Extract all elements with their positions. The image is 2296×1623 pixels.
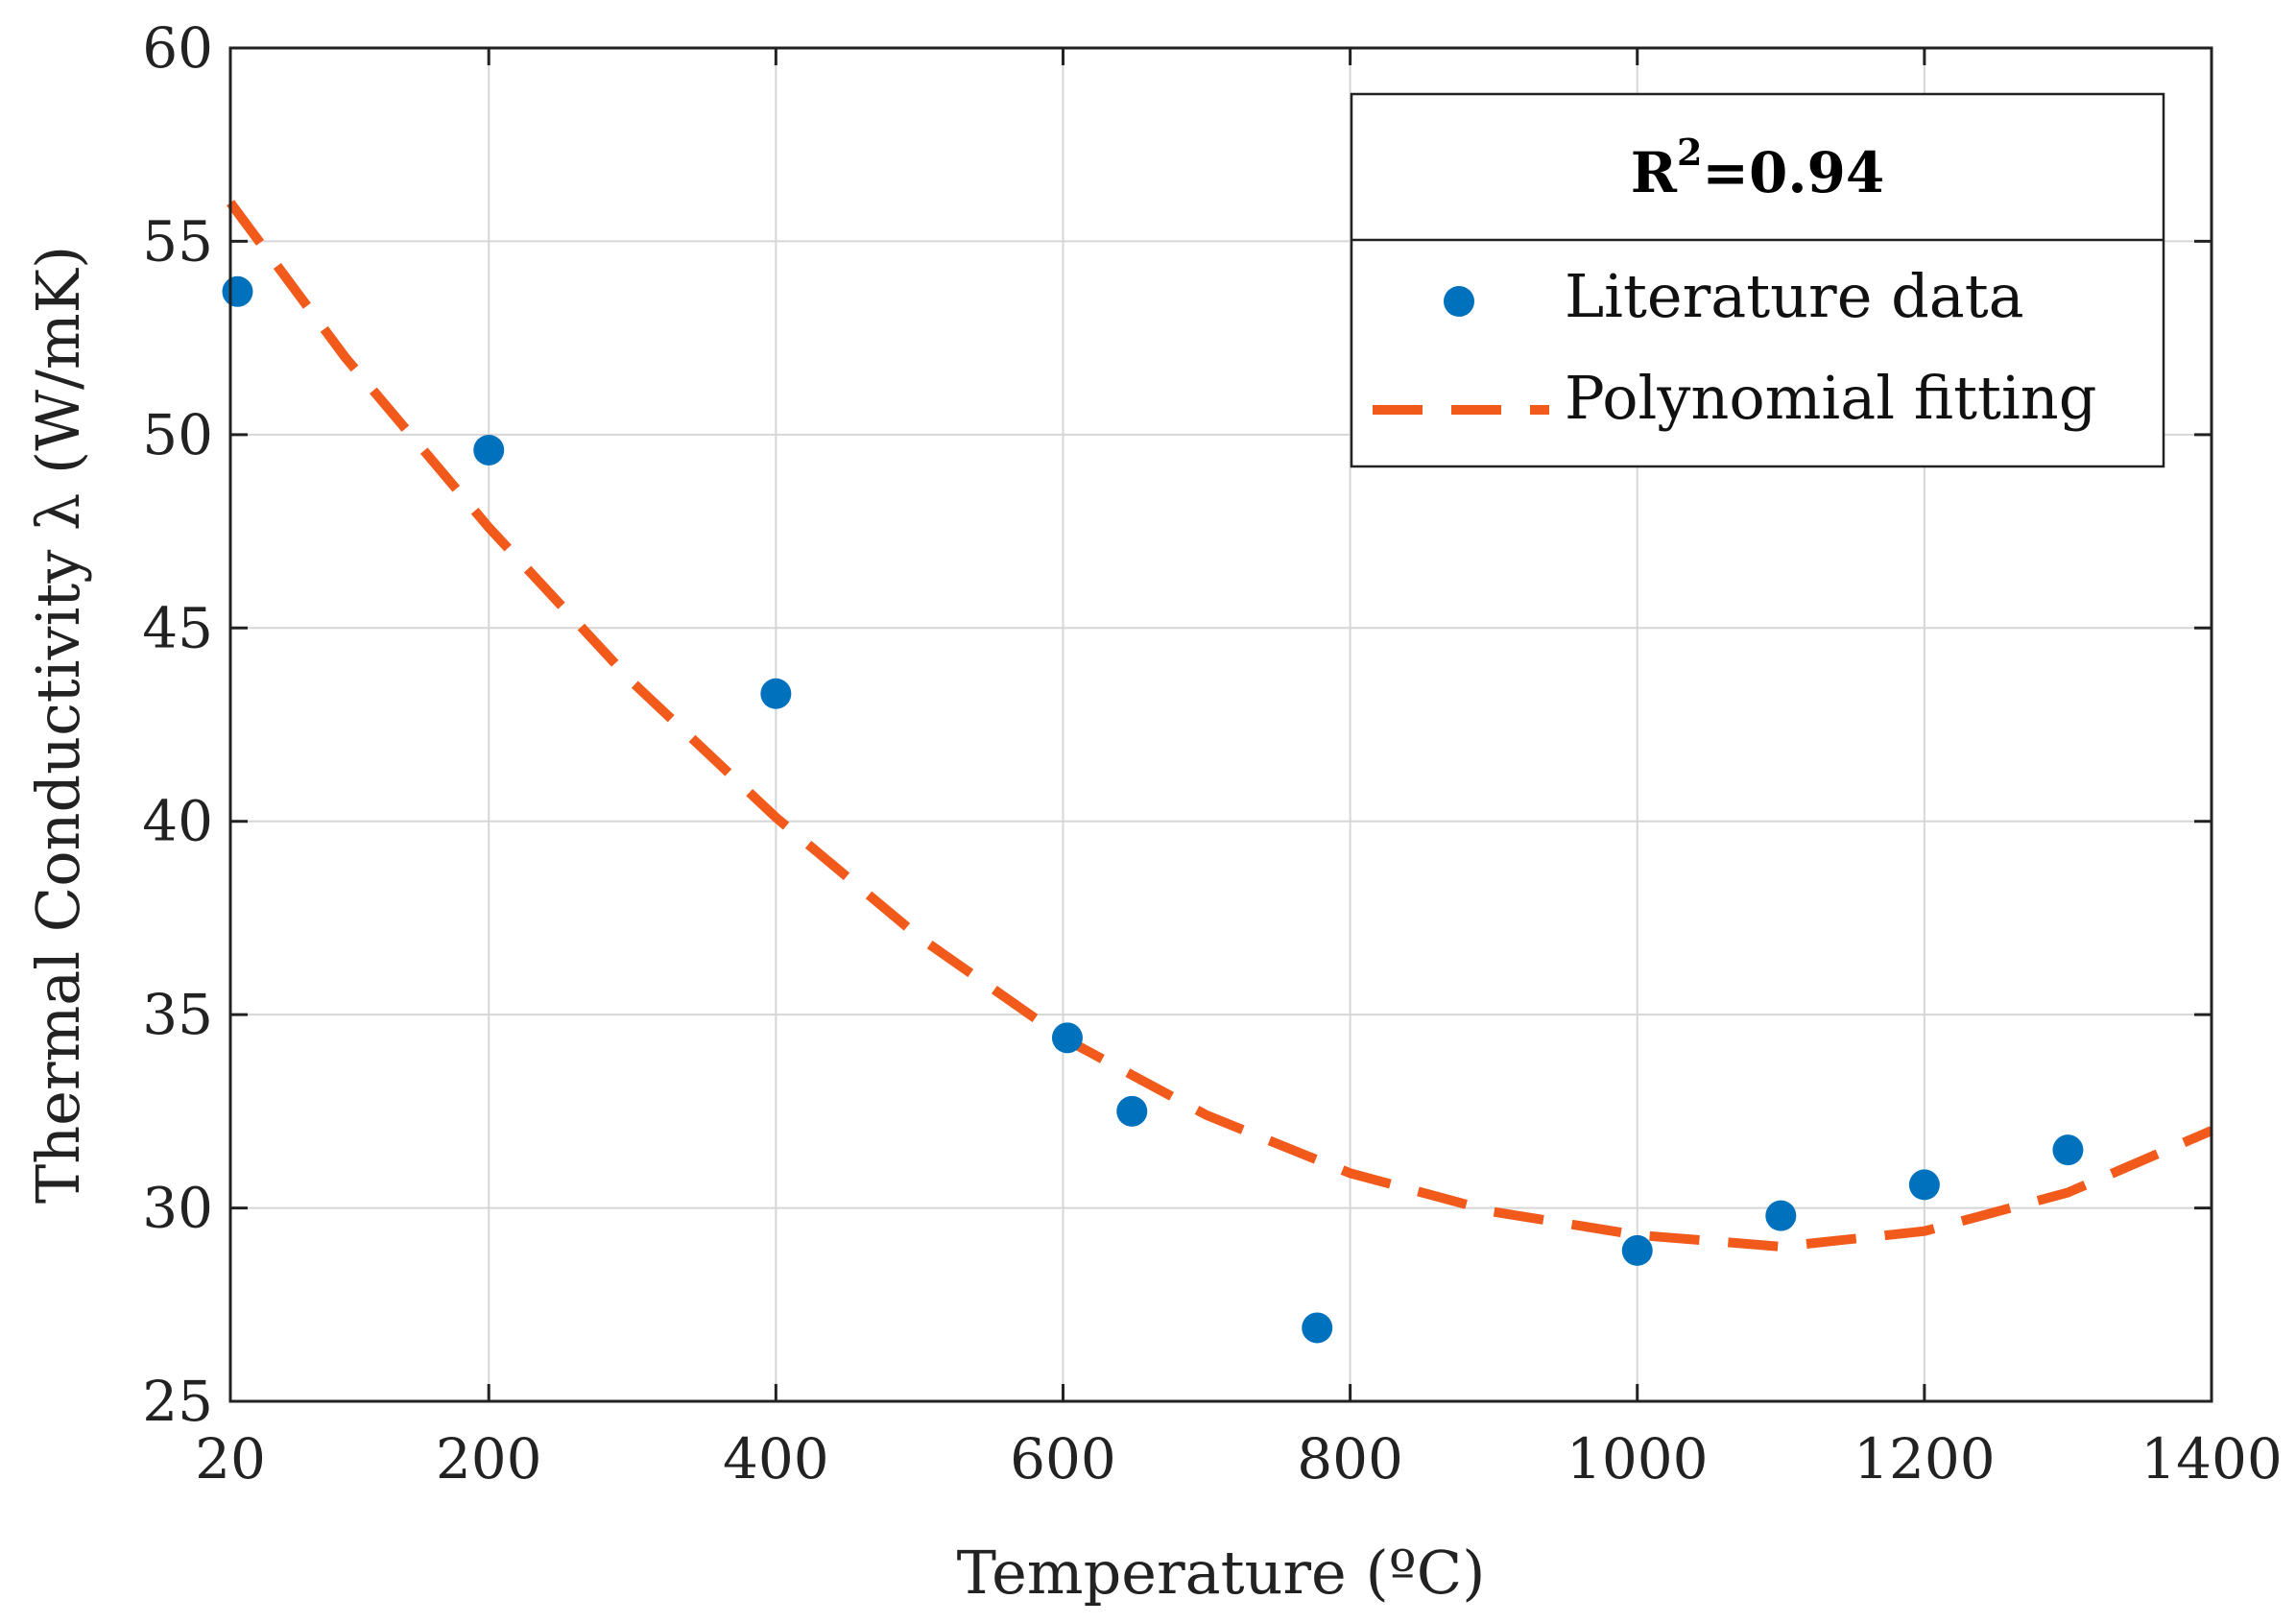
y-tick-label: 35: [142, 982, 213, 1047]
legend-title-sup: 2: [1677, 131, 1702, 174]
legend: R2=0.94 Literature data Polynomial fitti…: [1350, 92, 2165, 468]
series-layer: [222, 200, 2213, 1344]
legend-box: [1350, 92, 2165, 468]
polynomial-fitting-line: [226, 200, 2213, 1252]
y-tick-label: 25: [142, 1369, 213, 1434]
legend-title: R2=0.94: [1631, 131, 1885, 205]
x-tick-label: 200: [436, 1426, 542, 1492]
x-tick-label: 20: [195, 1426, 266, 1492]
legend-label-literature-data: Literature data: [1565, 261, 2024, 331]
y-tick-label: 45: [142, 595, 213, 660]
y-tick-label: 50: [142, 402, 213, 467]
legend-scatter-marker: [1444, 286, 1474, 317]
legend-title-base: R: [1631, 140, 1678, 205]
x-tick-label: 400: [723, 1426, 829, 1492]
legend-label-polynomial-fitting: Polynomial fitting: [1565, 363, 2096, 433]
x-tick-label: 1400: [2141, 1426, 2283, 1492]
y-tick-label: 30: [142, 1176, 213, 1241]
literature-data-point: [1116, 1095, 1148, 1127]
x-tick-label: 800: [1297, 1426, 1403, 1492]
y-tick-label: 40: [142, 789, 213, 854]
legend-title-rest: =0.94: [1702, 140, 1884, 205]
literature-data-point: [1051, 1022, 1083, 1054]
x-tick-label: 600: [1010, 1426, 1116, 1492]
x-tick-label: 1200: [1854, 1426, 1996, 1492]
y-axis-label: Thermal Conductivity λ (W/mK): [23, 246, 93, 1204]
literature-data-point: [1621, 1234, 1653, 1266]
x-axis-label: Temperature (ºC): [957, 1538, 1486, 1608]
literature-data-point: [2052, 1134, 2084, 1166]
axis-ticks: 20 200 400 600 800 1000 1200 1400 25 30 35 40 45 50 55…: [142, 15, 2283, 1492]
y-tick-label: 60: [142, 15, 213, 81]
literature-data-point: [473, 434, 505, 465]
y-tick-label: 55: [142, 208, 213, 274]
literature-data-point: [222, 275, 253, 307]
literature-data-point: [1908, 1169, 1940, 1201]
literature-data-point: [1302, 1312, 1333, 1344]
plot-area-frame: [228, 46, 2213, 1403]
x-tick-label: 1000: [1567, 1426, 1709, 1492]
literature-data-point: [1765, 1200, 1797, 1231]
literature-data-point: [760, 678, 792, 709]
